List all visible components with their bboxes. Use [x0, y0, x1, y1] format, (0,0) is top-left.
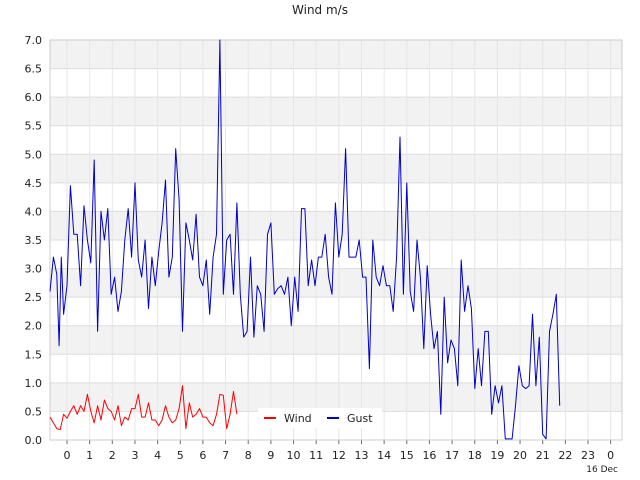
y-tick-label: 6.5 — [25, 63, 43, 76]
x-tick-label: 4 — [154, 449, 161, 462]
y-tick-label: 0.5 — [25, 405, 43, 418]
plot-band — [50, 125, 622, 155]
x-tick-label: 5 — [177, 449, 184, 462]
y-tick-label: 1.5 — [25, 348, 43, 361]
y-tick-label: 2.0 — [25, 320, 43, 333]
series-line-gust — [49, 39, 561, 440]
x-tick-label: 12 — [332, 449, 346, 462]
plot-band — [50, 68, 622, 98]
plot-band — [50, 240, 622, 269]
x-tick-label: 2 — [109, 449, 116, 462]
legend: Wind Gust — [258, 408, 382, 428]
y-tick-label: 4.5 — [25, 177, 43, 190]
y-tick-label: 3.5 — [25, 234, 43, 247]
y-tick-label: 1.0 — [25, 377, 43, 390]
x-tick-label: 21 — [536, 449, 550, 462]
y-tick-label: 7.0 — [25, 34, 43, 47]
x-tick-label: 15 — [400, 449, 414, 462]
x-tick-label: 6 — [199, 449, 206, 462]
y-tick-label: 4.0 — [25, 205, 43, 218]
x-axis-ticks: 0 1 2 3 4 5 6 7 8 9 10 11 12 13 14 15 16 17 18 19 20 21 22 23 0 — [63, 449, 614, 462]
y-tick-label: 0.0 — [25, 434, 43, 447]
x-tick-label: 22 — [558, 449, 572, 462]
series-line-wind — [49, 385, 238, 431]
x-tick-label: 13 — [354, 449, 368, 462]
legend-label-gust: Gust — [347, 412, 373, 425]
y-tick-label: 5.0 — [25, 148, 43, 161]
x-tick-label: 17 — [445, 449, 459, 462]
x-tick-label: 3 — [131, 449, 138, 462]
x-tick-label: 8 — [245, 449, 252, 462]
series-lines — [49, 39, 561, 440]
plot-band — [50, 154, 622, 183]
x-tick-label: 9 — [267, 449, 274, 462]
y-tick-label: 5.5 — [25, 120, 43, 133]
y-axis-ticks: 0.0 0.5 1.0 1.5 2.0 2.5 3.0 3.5 4.0 4.5 5.0 5.5 6.0 6… — [25, 34, 43, 447]
x-tick-label: 19 — [490, 449, 504, 462]
x-tick-label: 20 — [513, 449, 527, 462]
plot-band — [50, 97, 622, 126]
plot-band — [50, 40, 622, 69]
plot-band — [50, 297, 622, 326]
x-tick-label: 0 — [607, 449, 614, 462]
y-tick-label: 6.0 — [25, 91, 43, 104]
x-tick-label: 1 — [86, 449, 93, 462]
plot-band — [50, 354, 622, 383]
chart-title: Wind m/s — [292, 3, 348, 17]
x-tick-label: 0 — [63, 449, 70, 462]
plot-band — [50, 325, 622, 355]
y-tick-label: 3.0 — [25, 263, 43, 276]
x-tick-label: 18 — [468, 449, 482, 462]
x-tick-label: 11 — [309, 449, 323, 462]
legend-box — [258, 408, 382, 428]
plot-band — [50, 268, 622, 298]
x-tick-label: 16 — [422, 449, 436, 462]
x-tick-label: 7 — [222, 449, 229, 462]
plot-border — [49, 39, 623, 441]
legend-label-wind: Wind — [284, 412, 312, 425]
x-tick-label: 14 — [377, 449, 391, 462]
x-tick-label: 23 — [581, 449, 595, 462]
x-tick-label: 10 — [287, 449, 301, 462]
date-note: 16 Dec — [586, 465, 618, 475]
y-tick-label: 2.5 — [25, 291, 43, 304]
